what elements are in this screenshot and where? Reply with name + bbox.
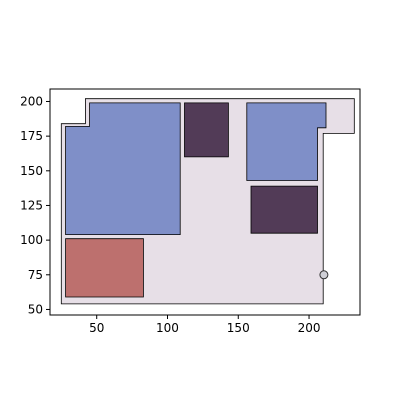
x-tick-label: 200: [298, 321, 321, 335]
y-tick-label: 100: [20, 233, 43, 247]
room-mid-right: [250, 185, 318, 234]
room-bottom-left: [65, 238, 144, 298]
entry-point-marker: [319, 270, 329, 280]
x-tick-label: 150: [227, 321, 250, 335]
y-tick-label: 175: [20, 129, 43, 143]
room-top-middle: [184, 102, 229, 158]
x-tick-label: 50: [89, 321, 104, 335]
plot-content: [60, 98, 355, 305]
y-tick-label: 200: [20, 94, 43, 108]
x-axis: 50 100 150 200: [89, 315, 320, 335]
x-tick-label: 100: [156, 321, 179, 335]
y-tick-label: 150: [20, 164, 43, 178]
room-top-right: [246, 102, 327, 181]
y-tick-label: 125: [20, 198, 43, 212]
y-axis: 50 75 100 125 150 175 200: [20, 94, 50, 316]
room-large-left: [65, 102, 181, 236]
y-tick-label: 75: [28, 268, 43, 282]
axes-frame: [49, 88, 361, 316]
y-tick-label: 50: [28, 302, 43, 316]
